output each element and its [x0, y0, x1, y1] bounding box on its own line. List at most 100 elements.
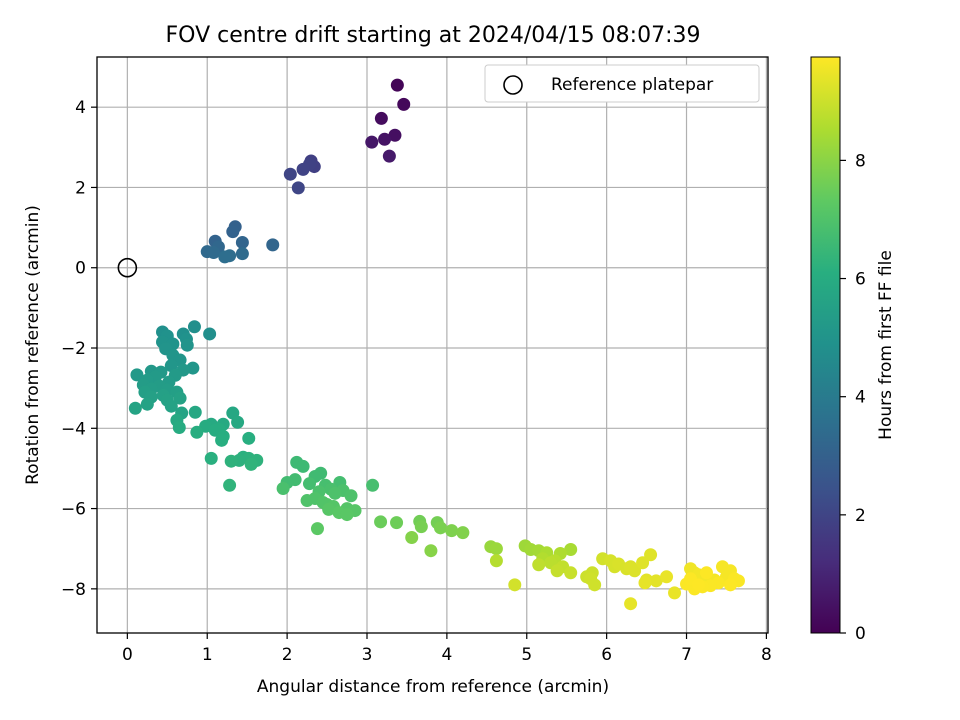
data-point [564, 566, 578, 580]
data-point [588, 578, 602, 592]
data-point [636, 556, 650, 570]
x-tick-label: 3 [362, 645, 373, 665]
data-point [532, 558, 546, 572]
data-point [456, 526, 470, 540]
legend-marker-reference [503, 75, 523, 95]
data-point [218, 250, 232, 264]
data-point [204, 451, 218, 465]
y-axis-ticks: −8 −6 −4 −2 0 2 4 [61, 98, 97, 600]
colorbar-tick-label: 8 [855, 151, 866, 171]
x-tick-label: 5 [521, 645, 532, 665]
data-point [187, 320, 201, 334]
data-point [723, 578, 737, 592]
y-tick-label: −4 [61, 419, 86, 439]
data-point [344, 489, 358, 503]
data-point [223, 478, 237, 492]
data-point [215, 433, 229, 447]
data-point [649, 574, 663, 588]
data-point [374, 515, 388, 529]
data-point [550, 564, 564, 578]
data-point [374, 111, 388, 125]
data-point [564, 543, 578, 557]
data-point [180, 338, 194, 352]
data-point [300, 494, 314, 508]
colorbar [810, 56, 841, 634]
data-point [388, 128, 402, 142]
reference-platepar-marker [117, 257, 138, 278]
y-axis-label: Rotation from reference (arcmin) [23, 205, 43, 485]
data-point [207, 245, 221, 259]
chart-title: FOV centre drift starting at 2024/04/15 … [166, 23, 701, 48]
data-point [322, 502, 336, 516]
data-point [226, 225, 240, 239]
data-point [397, 97, 411, 111]
data-point [390, 78, 404, 92]
x-tick-label: 0 [122, 645, 133, 665]
colorbar-tick-label: 4 [855, 388, 866, 408]
y-tick-label: −8 [61, 580, 86, 600]
data-point [414, 520, 428, 534]
data-point [130, 368, 144, 382]
data-point [283, 167, 297, 181]
x-tick-label: 4 [441, 645, 452, 665]
x-axis-label: Angular distance from reference (arcmin) [257, 677, 609, 697]
colorbar-ticks: 0 2 4 6 8 [840, 151, 866, 644]
data-point [244, 457, 258, 471]
legend: Reference platepar [484, 64, 760, 103]
data-point [366, 478, 380, 492]
data-point [128, 401, 142, 415]
y-tick-label: 2 [75, 178, 86, 198]
colorbar-tick-label: 2 [855, 506, 866, 526]
data-point [164, 399, 178, 413]
data-point [190, 425, 204, 439]
data-point [405, 530, 419, 544]
data-point [424, 544, 438, 558]
data-point [310, 522, 324, 536]
data-point [390, 516, 404, 530]
data-point [699, 566, 713, 580]
legend-box [484, 64, 760, 103]
data-point [266, 238, 280, 252]
data-point [365, 135, 379, 149]
data-point [382, 149, 396, 163]
x-tick-label: 6 [601, 645, 612, 665]
x-tick-label: 7 [681, 645, 692, 665]
colorbar-label: Hours from first FF file [876, 250, 896, 440]
y-tick-label: −6 [61, 500, 86, 520]
data-point [340, 508, 354, 522]
data-point [660, 570, 674, 584]
data-point [235, 235, 249, 249]
colorbar-tick-label: 0 [855, 624, 866, 644]
data-point [291, 181, 305, 195]
data-point [302, 477, 316, 491]
data-point [231, 415, 245, 429]
data-point [188, 405, 202, 419]
data-point [638, 576, 652, 590]
x-axis-ticks: 0 1 2 3 4 5 6 7 8 [122, 633, 772, 665]
y-tick-label: −2 [61, 339, 86, 359]
data-point [140, 397, 154, 411]
data-point [203, 327, 217, 341]
data-points [128, 78, 745, 611]
data-point [235, 247, 249, 261]
data-point [489, 554, 503, 568]
data-point [433, 521, 447, 535]
data-point [224, 454, 238, 468]
data-point [644, 548, 658, 562]
legend-label-reference: Reference platepar [551, 75, 713, 95]
data-point [242, 431, 256, 445]
x-tick-label: 1 [202, 645, 213, 665]
data-point [172, 420, 186, 434]
data-point [624, 560, 638, 574]
plot-frame [96, 56, 769, 634]
x-tick-label: 2 [282, 645, 293, 665]
data-point [489, 542, 503, 556]
data-point [508, 578, 522, 592]
x-tick-label: 8 [761, 645, 772, 665]
data-point [296, 459, 310, 473]
data-point [173, 391, 187, 405]
data-point [692, 578, 706, 592]
data-point [296, 162, 310, 176]
data-point [445, 524, 459, 538]
